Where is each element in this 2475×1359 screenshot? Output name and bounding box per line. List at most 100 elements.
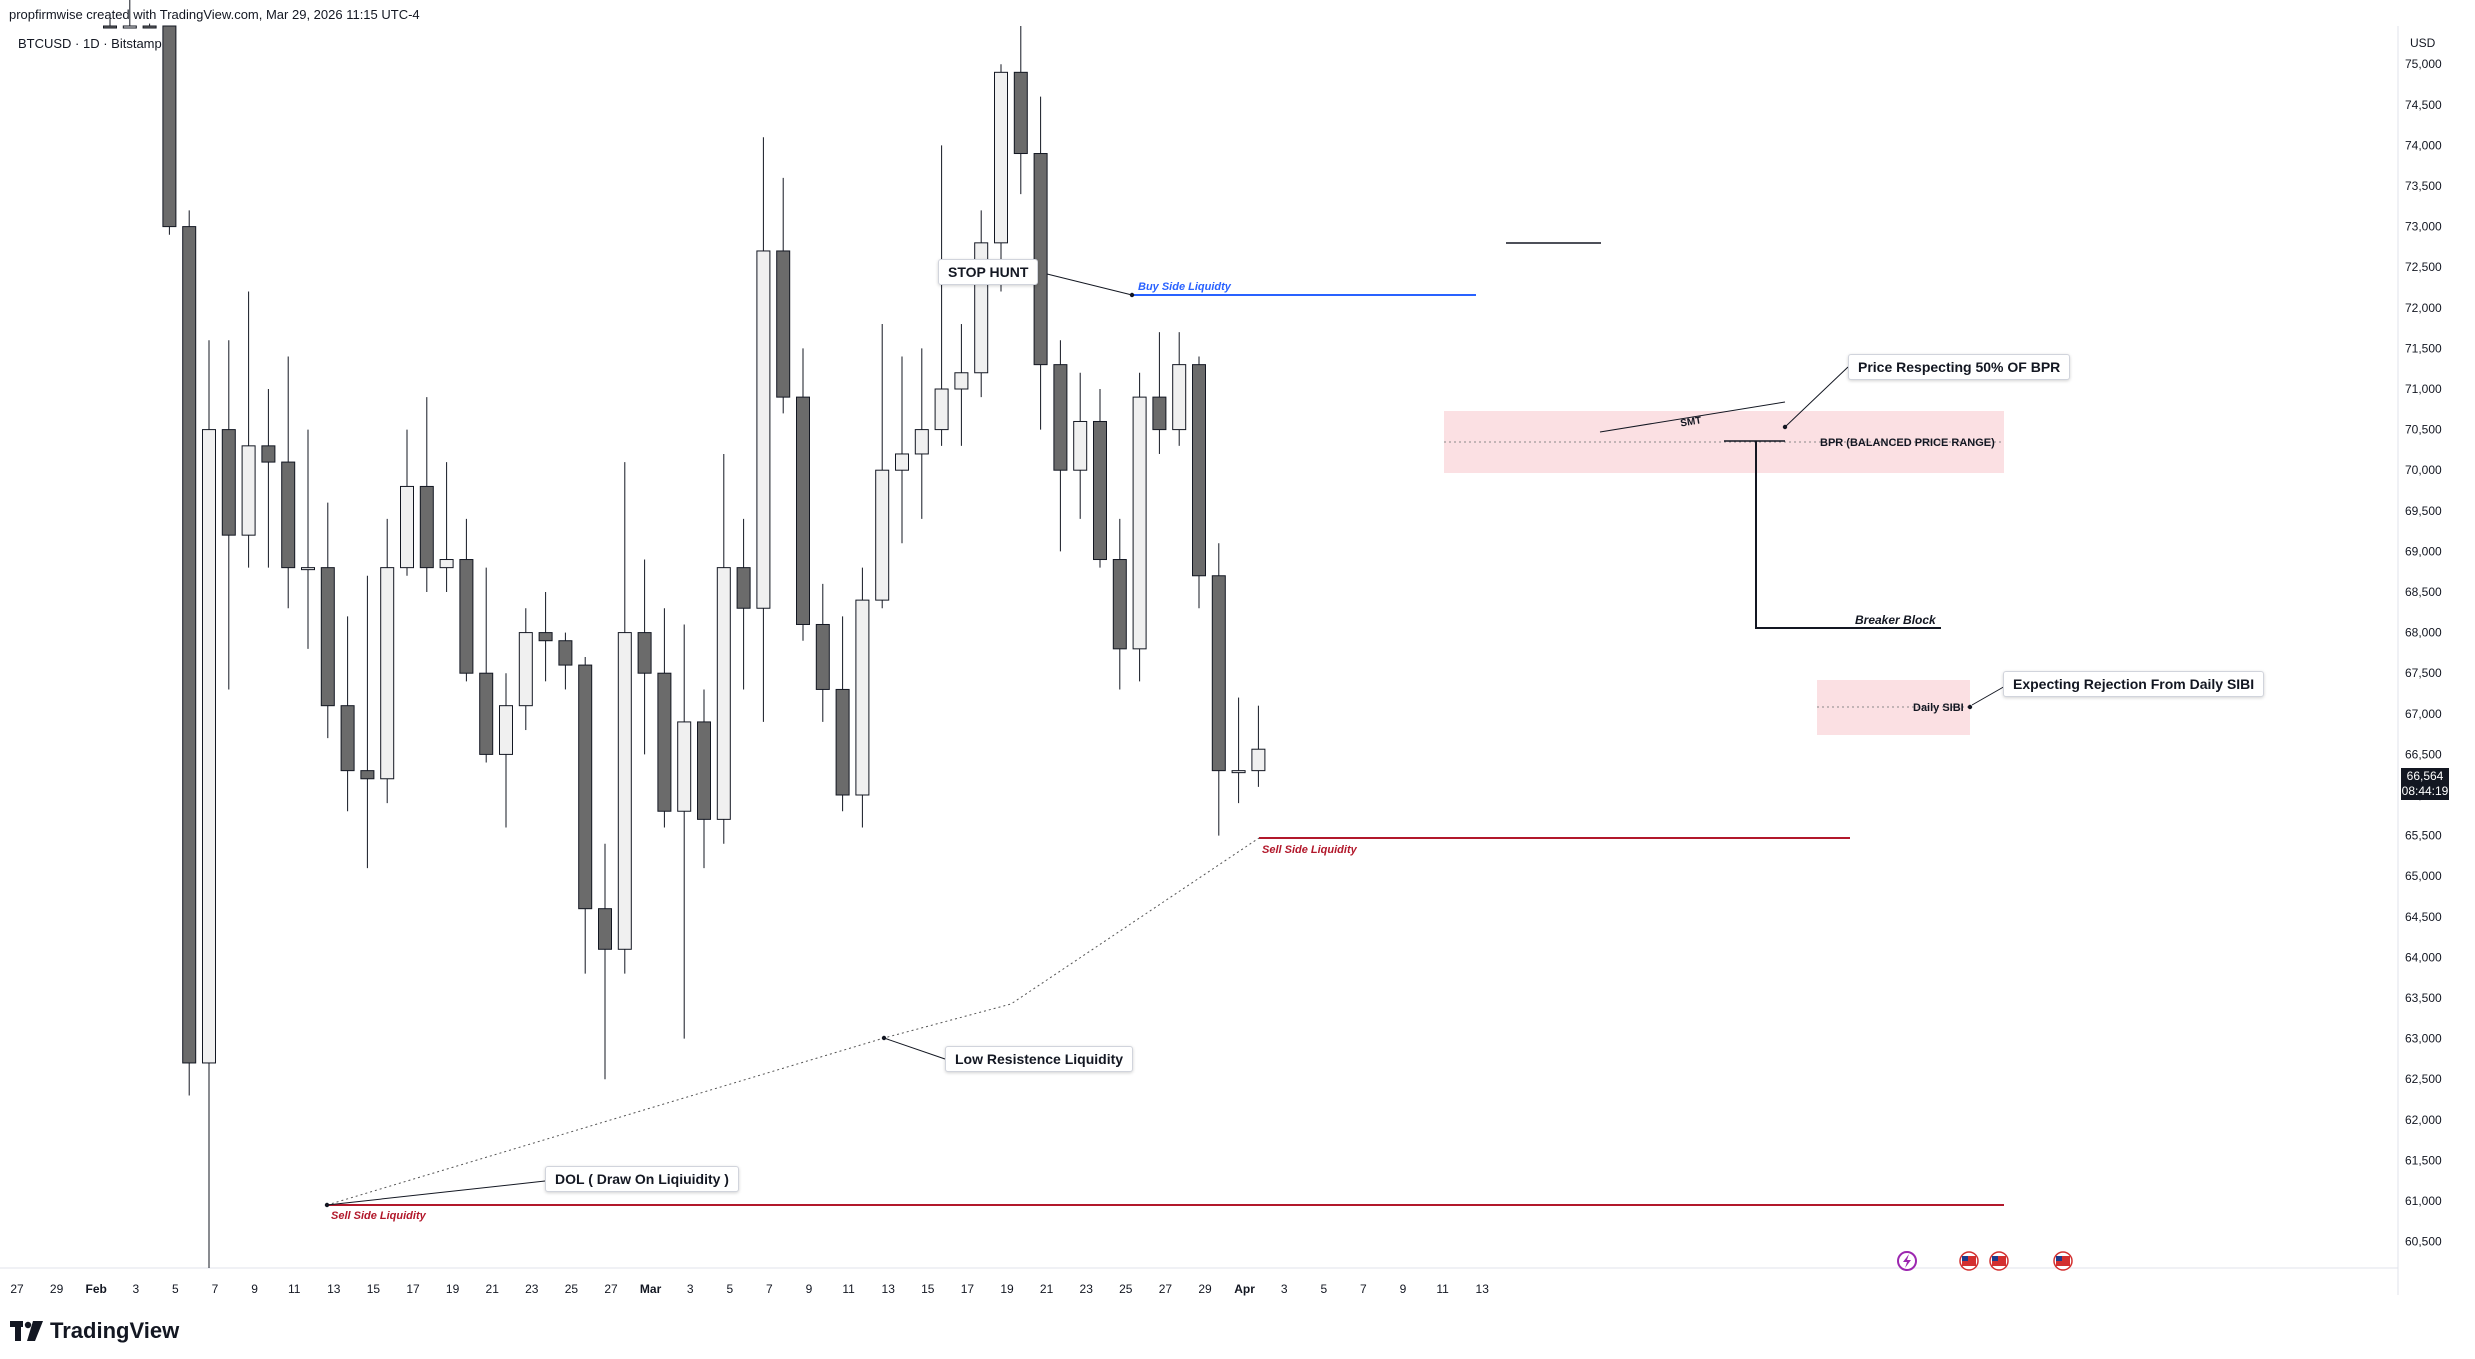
candle[interactable] (281, 356, 296, 609)
candle[interactable] (182, 210, 197, 1096)
candle[interactable] (479, 567, 494, 763)
tradingview-logo[interactable]: TradingView (10, 1318, 179, 1344)
low-resistance-dot (881, 1035, 887, 1041)
candle[interactable] (320, 502, 335, 739)
dol-callout[interactable]: DOL ( Draw On Liqiuidity ) (545, 1166, 739, 1192)
price-tick-label: 63,500 (2405, 991, 2442, 1005)
candle[interactable] (1251, 705, 1266, 787)
stop-hunt-callout[interactable]: STOP HUNT (938, 259, 1039, 285)
low-resistance-callout[interactable]: Low Resistence Liquidity (945, 1046, 1134, 1072)
time-tick-label: 29 (50, 1282, 64, 1296)
price-tick-label: 74,000 (2405, 138, 2442, 152)
candle[interactable] (617, 462, 632, 974)
candle[interactable] (499, 673, 513, 828)
candle[interactable] (1093, 389, 1107, 568)
candle[interactable] (855, 567, 870, 828)
candle[interactable] (598, 843, 612, 1080)
time-tick-label: 27 (10, 1282, 24, 1296)
price-axis[interactable]: 60,500 61,000 61,500 62,000 62,500 63,000 63,5… (2405, 57, 2442, 1248)
symbol-label[interactable]: BTCUSD · 1D · Bitstamp (18, 36, 162, 51)
candle[interactable] (835, 616, 850, 812)
candle[interactable] (895, 356, 909, 544)
candle[interactable] (1132, 372, 1147, 682)
candle[interactable] (637, 559, 652, 755)
candle-body-down (1211, 575, 1226, 772)
candle-body-down (281, 461, 296, 569)
candle[interactable] (202, 340, 216, 1268)
price-tick-label: 67,500 (2405, 666, 2442, 680)
candle[interactable] (1112, 518, 1127, 690)
candle[interactable] (677, 624, 692, 1039)
candle[interactable] (1053, 340, 1068, 552)
candle[interactable] (716, 453, 731, 844)
candle[interactable] (1013, 26, 1028, 195)
time-tick-label: 7 (766, 1282, 773, 1296)
candle[interactable] (974, 210, 989, 398)
candle-body-up (855, 599, 870, 796)
candle[interactable] (875, 324, 890, 609)
candle[interactable] (657, 608, 672, 828)
stop-hunt-pointer (1042, 272, 1133, 296)
candle[interactable] (756, 137, 771, 722)
candle[interactable] (400, 429, 414, 576)
candle[interactable] (459, 518, 474, 682)
candle-body-up (1251, 748, 1266, 772)
candle[interactable] (776, 177, 791, 414)
smt-dot (1782, 424, 1788, 430)
candle-body-down (459, 559, 474, 674)
candles[interactable] (103, 0, 1266, 1268)
candle[interactable] (558, 632, 573, 690)
time-axis[interactable]: 27 29 Feb 3 5 7 9 11 13 15 17 19 21 23 25 27 Mar 3 5 7 9 11 13… (10, 1282, 1489, 1296)
candle[interactable] (518, 608, 533, 731)
currency-label[interactable]: USD (2410, 36, 2436, 50)
candle[interactable] (142, 23, 157, 29)
candle[interactable] (815, 583, 830, 722)
time-tick-label: 15 (921, 1282, 935, 1296)
candle[interactable] (340, 616, 355, 812)
candle[interactable] (994, 64, 1008, 292)
candle[interactable] (419, 397, 434, 592)
us-flag-canton-3 (2056, 1256, 2062, 1261)
candle[interactable] (578, 656, 593, 974)
candle[interactable] (914, 348, 929, 519)
candle[interactable] (1192, 356, 1206, 609)
candle[interactable] (439, 462, 454, 592)
candle[interactable] (934, 145, 949, 446)
candle[interactable] (1231, 697, 1246, 804)
candle[interactable] (241, 291, 256, 568)
candle[interactable] (796, 348, 810, 641)
candle[interactable] (1033, 96, 1048, 430)
price-tick-label: 68,000 (2405, 626, 2442, 640)
last-price-badge[interactable]: 66,564 08:44:19 (2401, 768, 2449, 800)
candle-body-down (1112, 559, 1127, 650)
time-tick-label: 19 (1000, 1282, 1014, 1296)
candle[interactable] (1152, 332, 1167, 454)
event-icons[interactable] (1897, 1251, 2073, 1271)
time-tick-label: 25 (565, 1282, 579, 1296)
candle[interactable] (1172, 332, 1187, 446)
candle-body-down (419, 485, 434, 569)
candle[interactable] (1211, 543, 1226, 836)
candle[interactable] (301, 429, 315, 649)
price-respecting-callout[interactable]: Price Respecting 50% OF BPR (1848, 354, 2071, 380)
candle[interactable] (221, 340, 236, 690)
candle[interactable] (162, 25, 177, 235)
candle[interactable] (1073, 372, 1088, 519)
price-respecting-pointer (1784, 366, 1849, 428)
candle[interactable] (360, 575, 375, 869)
candle[interactable] (954, 324, 969, 446)
candle[interactable] (122, 0, 137, 29)
candle[interactable] (103, 15, 117, 29)
expecting-rejection-callout[interactable]: Expecting Rejection From Daily SIBI (2003, 671, 2265, 697)
candle[interactable] (380, 518, 395, 804)
breaker-block-line[interactable] (1755, 441, 1941, 629)
candle[interactable] (697, 689, 711, 869)
candle[interactable] (261, 389, 276, 568)
candle[interactable] (736, 518, 751, 690)
tradingview-logo-text: TradingView (50, 1318, 180, 1343)
price-tick-label: 72,500 (2405, 260, 2442, 274)
low-resistance-trendline[interactable] (326, 837, 1260, 1206)
candle-body-down (142, 25, 157, 29)
candle[interactable] (538, 592, 553, 682)
